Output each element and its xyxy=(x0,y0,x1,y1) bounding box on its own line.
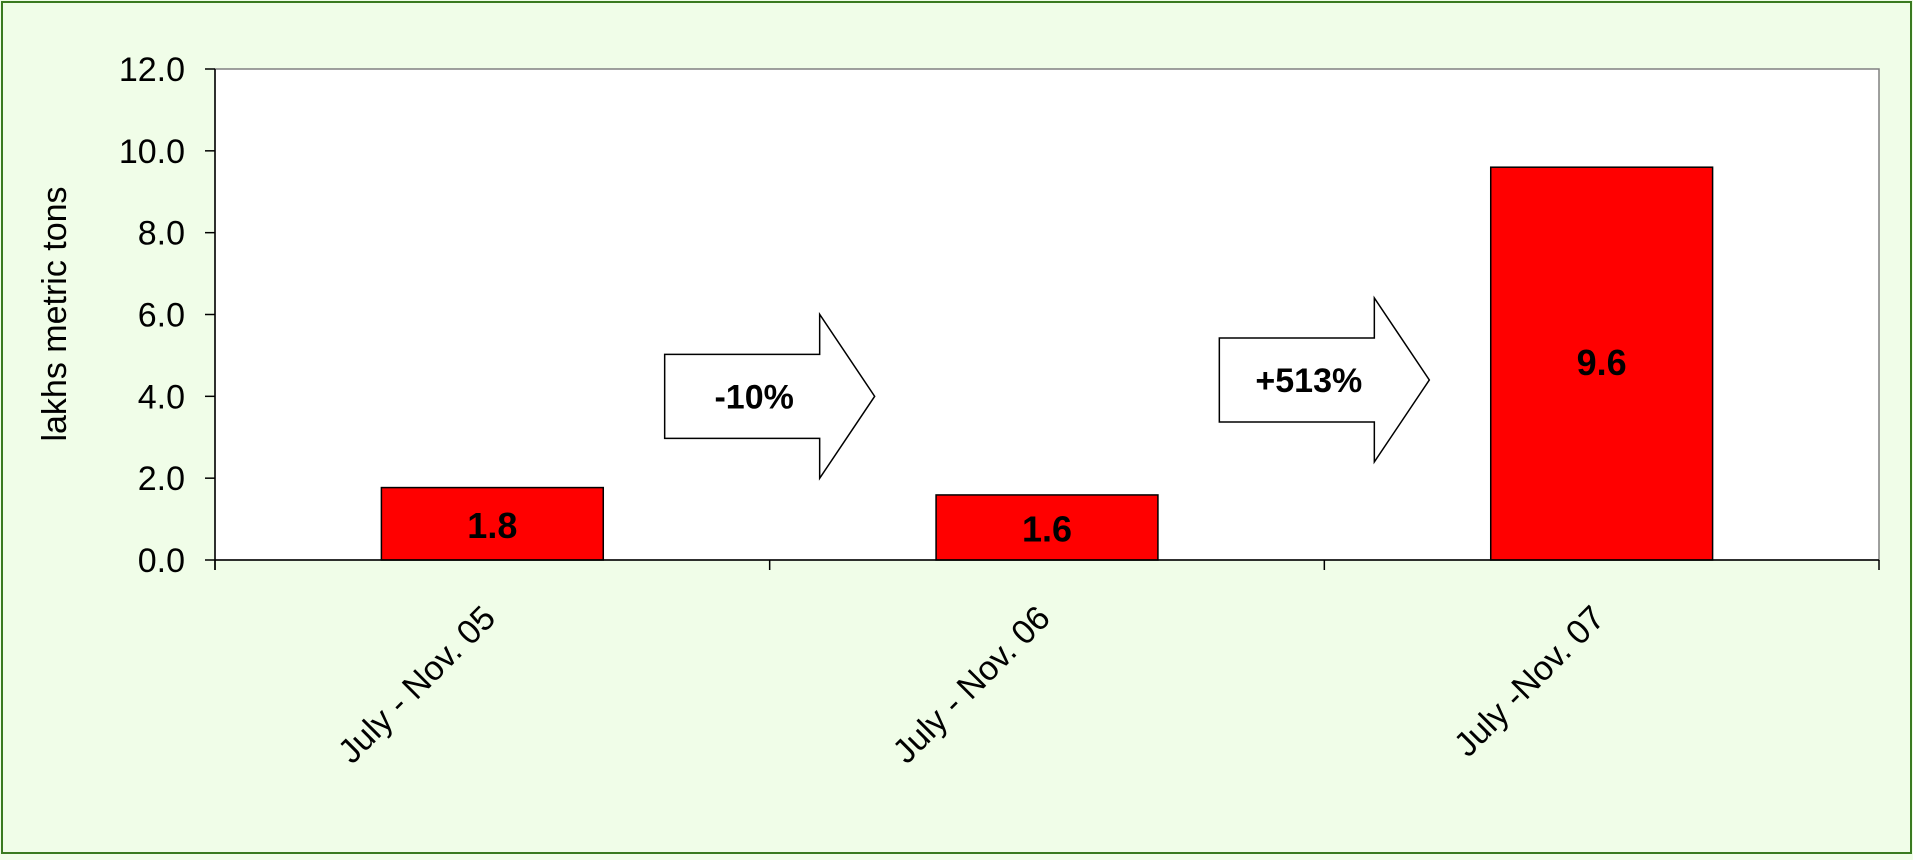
y-tick-label: 6.0 xyxy=(138,297,185,335)
x-category-label: July - Nov. 05 xyxy=(331,599,503,771)
x-category-label: July - Nov. 06 xyxy=(886,599,1058,771)
y-tick-label: 0.0 xyxy=(138,542,185,580)
y-tick-label: 4.0 xyxy=(138,378,185,416)
bar xyxy=(1489,166,1714,561)
bar-data-label: 1.8 xyxy=(467,505,517,546)
change-arrow xyxy=(663,311,876,481)
change-arrow xyxy=(1218,295,1431,465)
bar-data-label: 1.6 xyxy=(1022,508,1072,549)
bar-data-label: 9.6 xyxy=(1577,342,1627,383)
bar xyxy=(380,486,605,561)
change-annotation-label: +513% xyxy=(1255,362,1362,400)
y-tick-label: 12.0 xyxy=(119,51,185,89)
y-tick-label: 8.0 xyxy=(138,215,185,253)
y-tick-label: 10.0 xyxy=(119,133,185,171)
y-axis-label: lakhs metric tons xyxy=(36,186,74,441)
bar xyxy=(935,494,1159,561)
x-category-label: July -Nov. 07 xyxy=(1447,599,1612,764)
y-tick-label: 2.0 xyxy=(138,460,185,498)
change-annotation-label: -10% xyxy=(714,378,793,416)
